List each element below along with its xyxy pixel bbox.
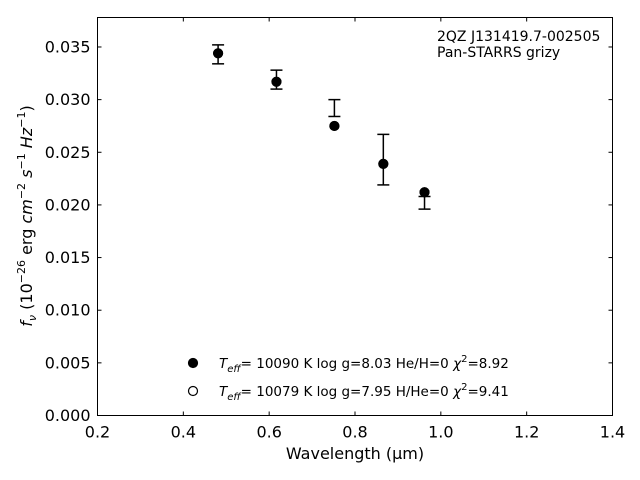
x-axis-ticks: 0.2 0.4 0.6 0.8 1.0 1.2 1.4: [85, 17, 625, 442]
x-tick-label: 0.6: [256, 423, 281, 442]
filled-model-point: [419, 187, 430, 198]
legend-open-marker: [187, 385, 199, 397]
x-tick-label: 1.2: [514, 423, 539, 442]
legend-entry: Teff= 10090 K log g=8.03 He/H=0 χ2=8.92: [187, 354, 509, 375]
x-tick-label: 0.4: [171, 423, 196, 442]
x-tick-label: 0.2: [85, 423, 110, 442]
y-tick-label: 0.015: [45, 248, 91, 267]
legend-entry: Teff= 10079 K log g=7.95 H/He=0 χ2=9.41: [187, 382, 509, 403]
legend: Teff= 10090 K log g=8.03 He/H=0 χ2=8.92 T…: [187, 354, 509, 403]
filled-model-point: [271, 76, 282, 87]
y-axis-title: fν (10−26 erg cm−2 s−1 Hz−1): [15, 105, 39, 326]
observed-errorbar: [418, 195, 431, 210]
svg-text:fν (10−26 erg cm−2 s−1 Hz−1): fν (10−26 erg cm−2 s−1 Hz−1): [15, 105, 39, 326]
filled-model-point: [213, 48, 224, 59]
x-tick-label: 1.0: [428, 423, 453, 442]
model-points: [212, 48, 430, 198]
survey-name: Pan-STARRS grizy: [437, 45, 560, 61]
x-tick-label: 1.4: [600, 423, 625, 442]
y-tick-label: 0.005: [45, 353, 91, 372]
y-tick-label: 0.035: [45, 37, 91, 56]
y-tick-label: 0.030: [45, 90, 91, 109]
y-tick-label: 0.020: [45, 195, 91, 214]
legend-label: Teff= 10079 K log g=7.95 H/He=0 χ2=9.41: [219, 382, 509, 403]
filled-model-point: [378, 158, 389, 169]
y-tick-label: 0.010: [45, 301, 91, 320]
x-axis-title: Wavelength (μm): [286, 444, 424, 463]
y-tick-label: 0.025: [45, 143, 91, 162]
legend-label: Teff= 10090 K log g=8.03 He/H=0 χ2=8.92: [219, 354, 509, 375]
observed-errorbar: [328, 98, 341, 118]
y-tick-label: 0.000: [45, 406, 91, 425]
y-axis-ticks: 0.000 0.005 0.010 0.015 0.020 0.025 0.030 0.035: [45, 37, 613, 425]
observed-errorbars: [212, 44, 431, 210]
x-tick-label: 0.8: [342, 423, 367, 442]
object-name: 2QZ J131419.7-002505: [437, 29, 600, 45]
filled-model-point: [329, 120, 340, 131]
legend-filled-marker: [187, 357, 199, 369]
